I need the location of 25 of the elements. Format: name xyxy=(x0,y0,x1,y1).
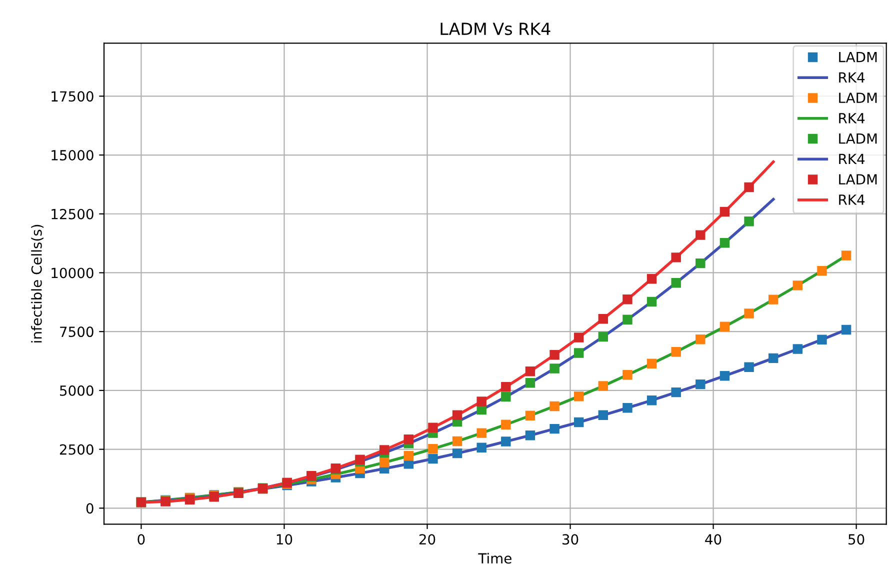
legend-label: LADM xyxy=(839,134,877,144)
y-tick-label: 17500 xyxy=(52,91,94,102)
x-axis-title: Time xyxy=(478,552,512,564)
x-tick-label: 50 xyxy=(848,534,864,545)
y-tick-label: 15000 xyxy=(52,150,94,160)
legend-label: LADM xyxy=(839,92,877,103)
y-tick-label: 5000 xyxy=(60,385,94,396)
legend-label: RK4 xyxy=(839,154,865,164)
x-tick-label: 40 xyxy=(705,534,722,545)
legend-label: LADM xyxy=(839,52,877,62)
legend-label: RK4 xyxy=(839,113,865,124)
y-tick-label: 12500 xyxy=(52,208,94,220)
x-tick-label: 0 xyxy=(138,534,145,545)
legend-label: RK4 xyxy=(839,72,865,82)
y-tick-label: 2500 xyxy=(60,444,94,455)
y-axis-title: infectible Cells(s) xyxy=(31,224,44,342)
y-tick-label: 0 xyxy=(86,503,94,514)
x-tick-label: 20 xyxy=(419,534,436,545)
y-tick-label: 7500 xyxy=(60,326,94,338)
y-tick-label: 10000 xyxy=(52,268,94,278)
legend-label: LADM xyxy=(839,174,877,184)
x-tick-label: 30 xyxy=(562,534,578,545)
chart-title: LADM Vs RK4 xyxy=(440,22,550,36)
x-tick-label: 10 xyxy=(276,534,292,545)
legend-label: RK4 xyxy=(839,194,865,205)
